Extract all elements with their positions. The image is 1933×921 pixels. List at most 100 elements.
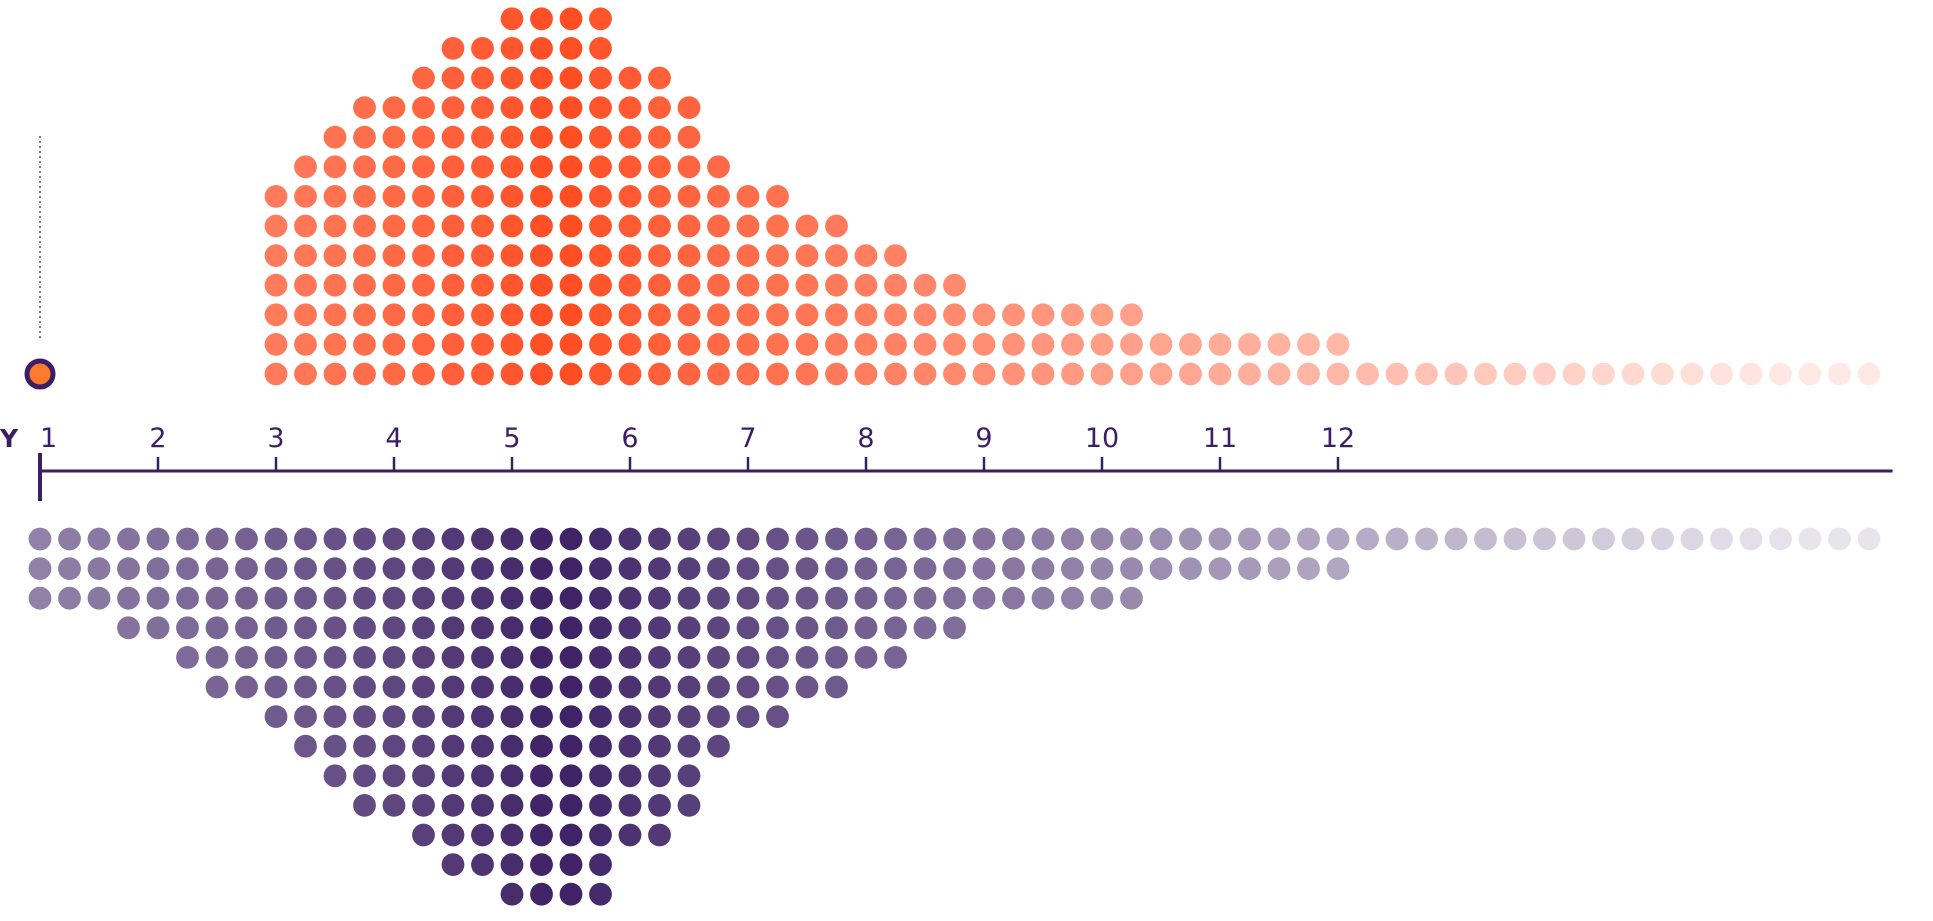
bottom-series-dot [264,557,288,580]
bottom-series-dot [294,675,317,699]
bottom-series-dot [559,823,583,847]
bottom-series-dot [530,705,553,728]
top-series-dot [353,96,376,119]
top-series-dot [500,214,524,238]
bottom-series-dot [589,646,612,669]
bottom-series-dot [648,705,671,728]
bottom-series-dot [382,764,406,788]
bottom-series-dot [205,557,229,580]
top-series-dot [412,362,435,386]
bottom-series-dot [323,527,347,551]
bottom-series-dot [736,705,760,728]
bottom-series-dot [884,586,907,610]
axis-cut-label: Y [0,424,19,453]
bottom-series-dot [972,586,996,610]
top-series-dot [795,273,819,297]
bottom-series-dot [1680,527,1704,551]
bottom-series-dot [471,527,494,551]
top-series-dot [412,155,435,179]
bottom-series-dot [530,616,553,640]
top-series-dot [589,37,612,60]
bottom-series-dot [1061,557,1084,580]
top-series-dot [1651,362,1674,386]
top-series-dot [648,214,671,238]
bottom-series-dot [412,557,435,580]
bottom-series-dot [618,646,642,669]
bottom-series-dot [235,675,258,699]
bottom-series-dot [205,527,229,551]
top-series-dot [1621,362,1645,386]
top-series-dot [323,362,347,386]
bottom-series-dot [58,586,81,610]
top-series-dot [264,214,288,238]
bottom-series-dot [235,646,258,669]
top-series-dot [707,333,730,356]
top-series-dots [264,7,1881,386]
top-series-dot [559,185,583,208]
bottom-series-dot [146,586,170,610]
top-series-dot [736,362,760,386]
top-series-dot [677,185,701,208]
top-series-dot [441,214,465,238]
top-series-dot [766,244,789,267]
top-series-dot [1297,362,1320,386]
top-series-dot [294,185,317,208]
top-series-dot [648,362,671,386]
top-series-dot [500,244,524,267]
top-series-dot [294,333,317,356]
bottom-series-dot [766,646,789,669]
top-series-dot [471,96,494,119]
bottom-series-dot [353,646,376,669]
top-series-dot [530,273,553,297]
top-series-dot [530,125,553,149]
bottom-series-dot [1474,527,1497,551]
bottom-series-dot [618,705,642,728]
bottom-series-dot [1621,527,1645,551]
top-series-dot [766,303,789,327]
bottom-series-dot [1208,557,1232,580]
bottom-series-dot [353,586,376,610]
top-series-dot [471,244,494,267]
top-series-dot [854,303,878,327]
bottom-series-dot [943,586,966,610]
top-series-dot [854,333,878,356]
top-series-dot [736,214,760,238]
top-series-dot [559,125,583,149]
top-series-dot [559,66,583,90]
top-series-dot [854,244,878,267]
bottom-series-dot [1002,527,1025,551]
top-series-dot [441,155,465,179]
top-series-dot [825,362,848,386]
top-series-dot [589,125,612,149]
top-series-dot [530,185,553,208]
bottom-series-dot [412,764,435,788]
bottom-series-dot [235,586,258,610]
top-series-dot [943,303,966,327]
top-series-dot [648,66,671,90]
bottom-series-dot [648,794,671,817]
top-series-dot [618,66,642,90]
bottom-series-dot [382,527,406,551]
top-series-dot [1267,333,1291,356]
top-series-dot [294,244,317,267]
bottom-series-dot [382,794,406,817]
bottom-series-dot [441,586,465,610]
top-series-dot [382,244,406,267]
bottom-series-dot [471,764,494,788]
top-series-dot [677,303,701,327]
top-series-dot [559,155,583,179]
top-series-dot [353,125,376,149]
bottom-series-dot [382,734,406,758]
bottom-series-dot [530,527,553,551]
bottom-series-dot [500,557,524,580]
bottom-series-dot [913,557,937,580]
top-series-dot [589,214,612,238]
top-series-dot [353,333,376,356]
top-series-dot [382,125,406,149]
bottom-series-dot [1238,557,1261,580]
bottom-series-dot [1061,527,1084,551]
bottom-series-dot [530,734,553,758]
top-series-dot [294,214,317,238]
bottom-series-dot [323,586,347,610]
